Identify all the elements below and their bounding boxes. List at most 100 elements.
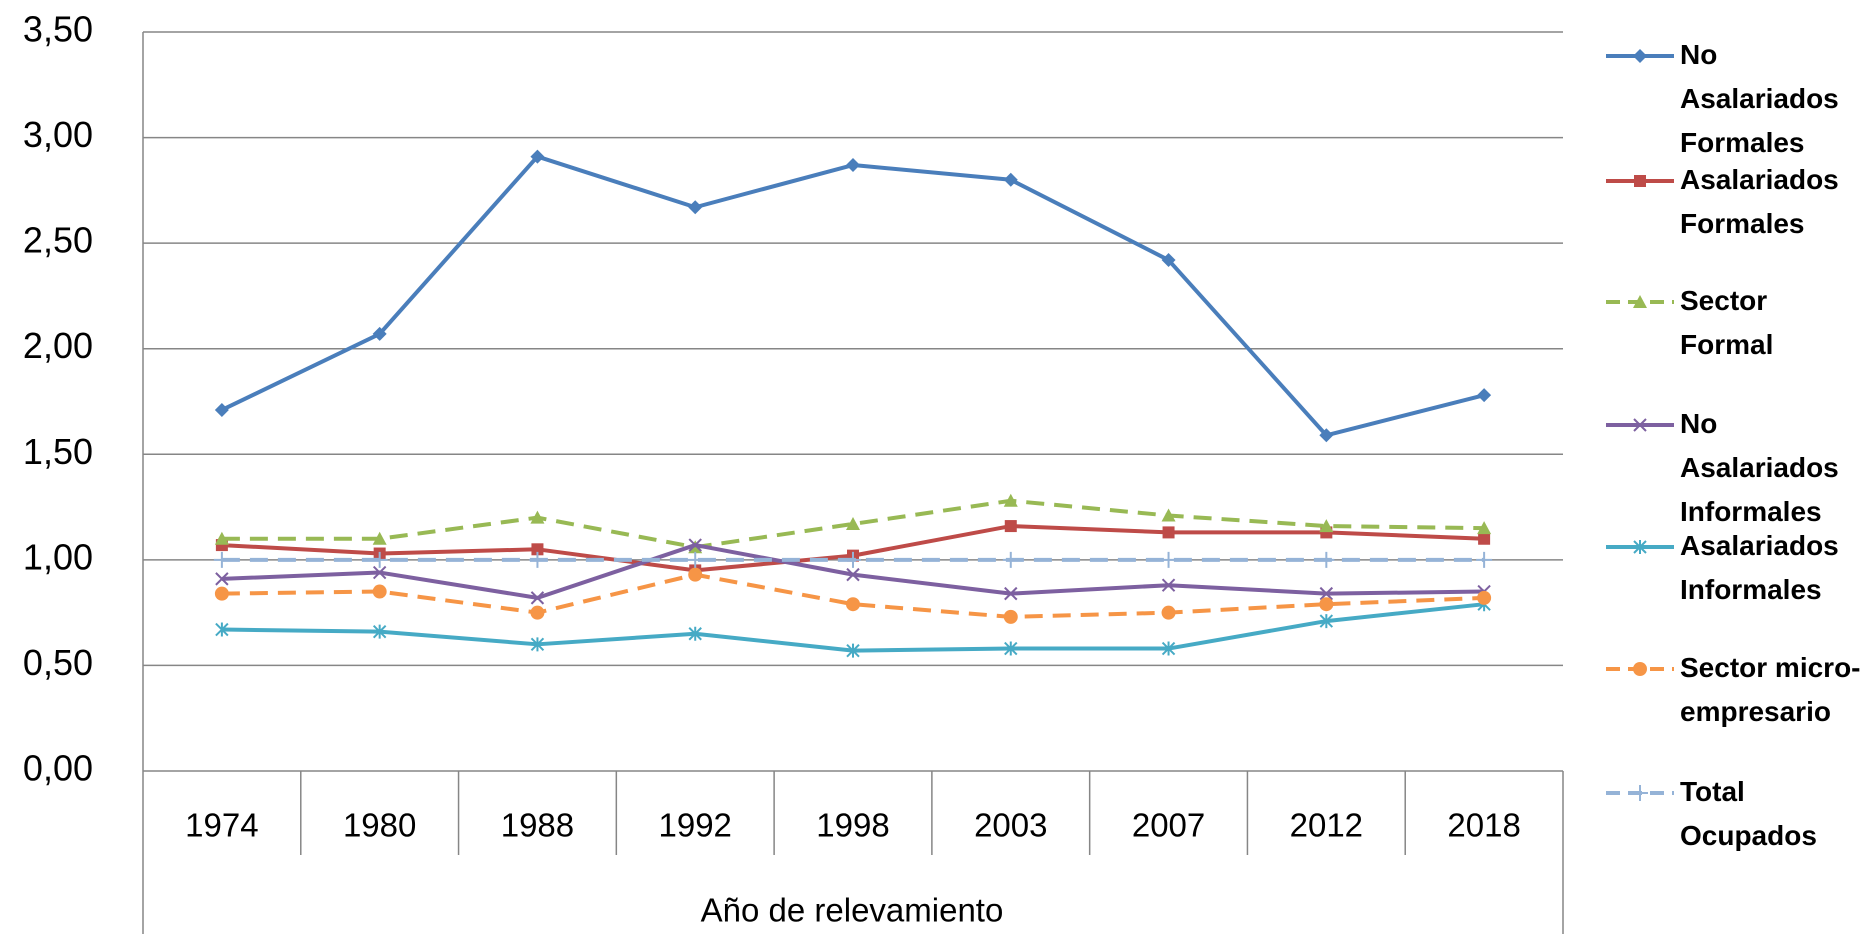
legend-item: Asalariados Formales bbox=[1604, 161, 1863, 246]
marker bbox=[371, 551, 388, 568]
marker bbox=[1319, 586, 1334, 601]
marker bbox=[530, 605, 545, 620]
marker bbox=[531, 543, 544, 556]
marker bbox=[530, 637, 545, 652]
legend-symbol bbox=[1606, 49, 1674, 63]
marker bbox=[372, 326, 387, 341]
legend-symbol bbox=[1606, 295, 1674, 308]
y-tick-label: 3,00 bbox=[23, 114, 93, 155]
marker bbox=[1162, 526, 1175, 539]
marker bbox=[1161, 508, 1176, 522]
marker bbox=[688, 567, 703, 582]
y-tick-label: 1,50 bbox=[23, 431, 93, 472]
marker bbox=[845, 551, 861, 568]
y-tick-label: 2,50 bbox=[23, 220, 93, 261]
marker bbox=[1319, 614, 1334, 629]
legend-item: Sector Formal bbox=[1604, 282, 1863, 367]
x-tick-label: 1988 bbox=[501, 807, 574, 844]
x-tick-label: 2007 bbox=[1132, 807, 1205, 844]
marker bbox=[213, 551, 230, 568]
marker bbox=[1160, 551, 1177, 568]
marker bbox=[846, 643, 860, 658]
marker bbox=[529, 551, 546, 568]
marker bbox=[1004, 520, 1017, 533]
series-line bbox=[221, 154, 1485, 438]
marker bbox=[1319, 519, 1334, 533]
legend-symbol bbox=[1606, 540, 1674, 554]
marker bbox=[372, 624, 387, 639]
marker bbox=[1161, 605, 1176, 620]
marker bbox=[846, 567, 860, 582]
marker bbox=[1477, 521, 1492, 535]
marker bbox=[1002, 551, 1019, 568]
legend-item: No Asalariados Informales bbox=[1604, 405, 1863, 534]
marker bbox=[372, 531, 387, 545]
y-tick-label: 0,00 bbox=[23, 748, 93, 789]
y-tick-label: 2,00 bbox=[23, 325, 93, 366]
marker bbox=[215, 622, 229, 637]
marker bbox=[846, 158, 860, 173]
marker bbox=[1161, 253, 1176, 268]
marker bbox=[215, 572, 229, 586]
marker bbox=[1319, 428, 1334, 443]
legend-item: Sector micro-empresario bbox=[1604, 649, 1863, 734]
x-tick-label: 1998 bbox=[816, 807, 889, 844]
marker bbox=[688, 626, 702, 641]
x-tick-label: 1974 bbox=[185, 807, 258, 844]
y-tick-label: 1,00 bbox=[23, 536, 93, 577]
marker bbox=[372, 584, 387, 599]
marker bbox=[214, 531, 229, 545]
legend-label: Total Ocupados bbox=[1680, 776, 1817, 851]
marker bbox=[846, 597, 860, 612]
marker bbox=[1477, 590, 1492, 605]
marker bbox=[1003, 172, 1018, 187]
marker bbox=[1003, 609, 1018, 624]
legend-label: Sector Formal bbox=[1680, 285, 1774, 360]
marker bbox=[530, 149, 545, 164]
marker bbox=[1161, 578, 1176, 592]
marker bbox=[1003, 493, 1018, 507]
x-tick-label: 2018 bbox=[1447, 807, 1520, 844]
y-tick-label: 0,50 bbox=[23, 642, 93, 683]
legend-symbol bbox=[1606, 785, 1674, 801]
marker bbox=[846, 516, 860, 530]
x-tick-label: 2003 bbox=[974, 807, 1047, 844]
series-line bbox=[221, 572, 1485, 619]
marker bbox=[687, 551, 704, 568]
marker bbox=[688, 200, 703, 215]
legend-item: No Asalariados Formales bbox=[1604, 36, 1863, 165]
marker bbox=[1633, 49, 1647, 63]
marker bbox=[1633, 540, 1647, 554]
x-axis-label: Año de relevamiento bbox=[701, 892, 1004, 929]
marker bbox=[1633, 662, 1647, 676]
legend-label: No Asalariados Formales bbox=[1680, 39, 1839, 158]
legend-item: Total Ocupados bbox=[1604, 773, 1863, 858]
legend-symbol bbox=[1606, 662, 1674, 676]
y-tick-label: 3,50 bbox=[23, 9, 93, 50]
legend-label: No Asalariados Informales bbox=[1680, 408, 1839, 527]
marker bbox=[1319, 597, 1334, 612]
marker bbox=[1633, 418, 1647, 432]
legend-label: Asalariados Formales bbox=[1680, 164, 1839, 239]
marker bbox=[1478, 532, 1491, 545]
marker bbox=[688, 538, 702, 552]
x-tick-label: 2012 bbox=[1290, 807, 1363, 844]
marker bbox=[1634, 175, 1646, 187]
marker bbox=[530, 591, 545, 605]
marker bbox=[1004, 641, 1018, 656]
marker bbox=[1632, 785, 1648, 801]
marker bbox=[1477, 388, 1492, 403]
x-tick-label: 1980 bbox=[343, 807, 416, 844]
marker bbox=[1476, 551, 1493, 568]
x-tick-label: 1992 bbox=[659, 807, 732, 844]
legend-label: Sector micro-empresario bbox=[1680, 652, 1861, 727]
marker bbox=[1633, 295, 1647, 308]
legend-label: Asalariados Informales bbox=[1680, 530, 1839, 605]
marker bbox=[530, 510, 545, 524]
marker bbox=[1004, 586, 1018, 601]
series-line bbox=[221, 498, 1485, 550]
marker bbox=[1318, 551, 1335, 568]
legend-symbol bbox=[1606, 418, 1674, 432]
